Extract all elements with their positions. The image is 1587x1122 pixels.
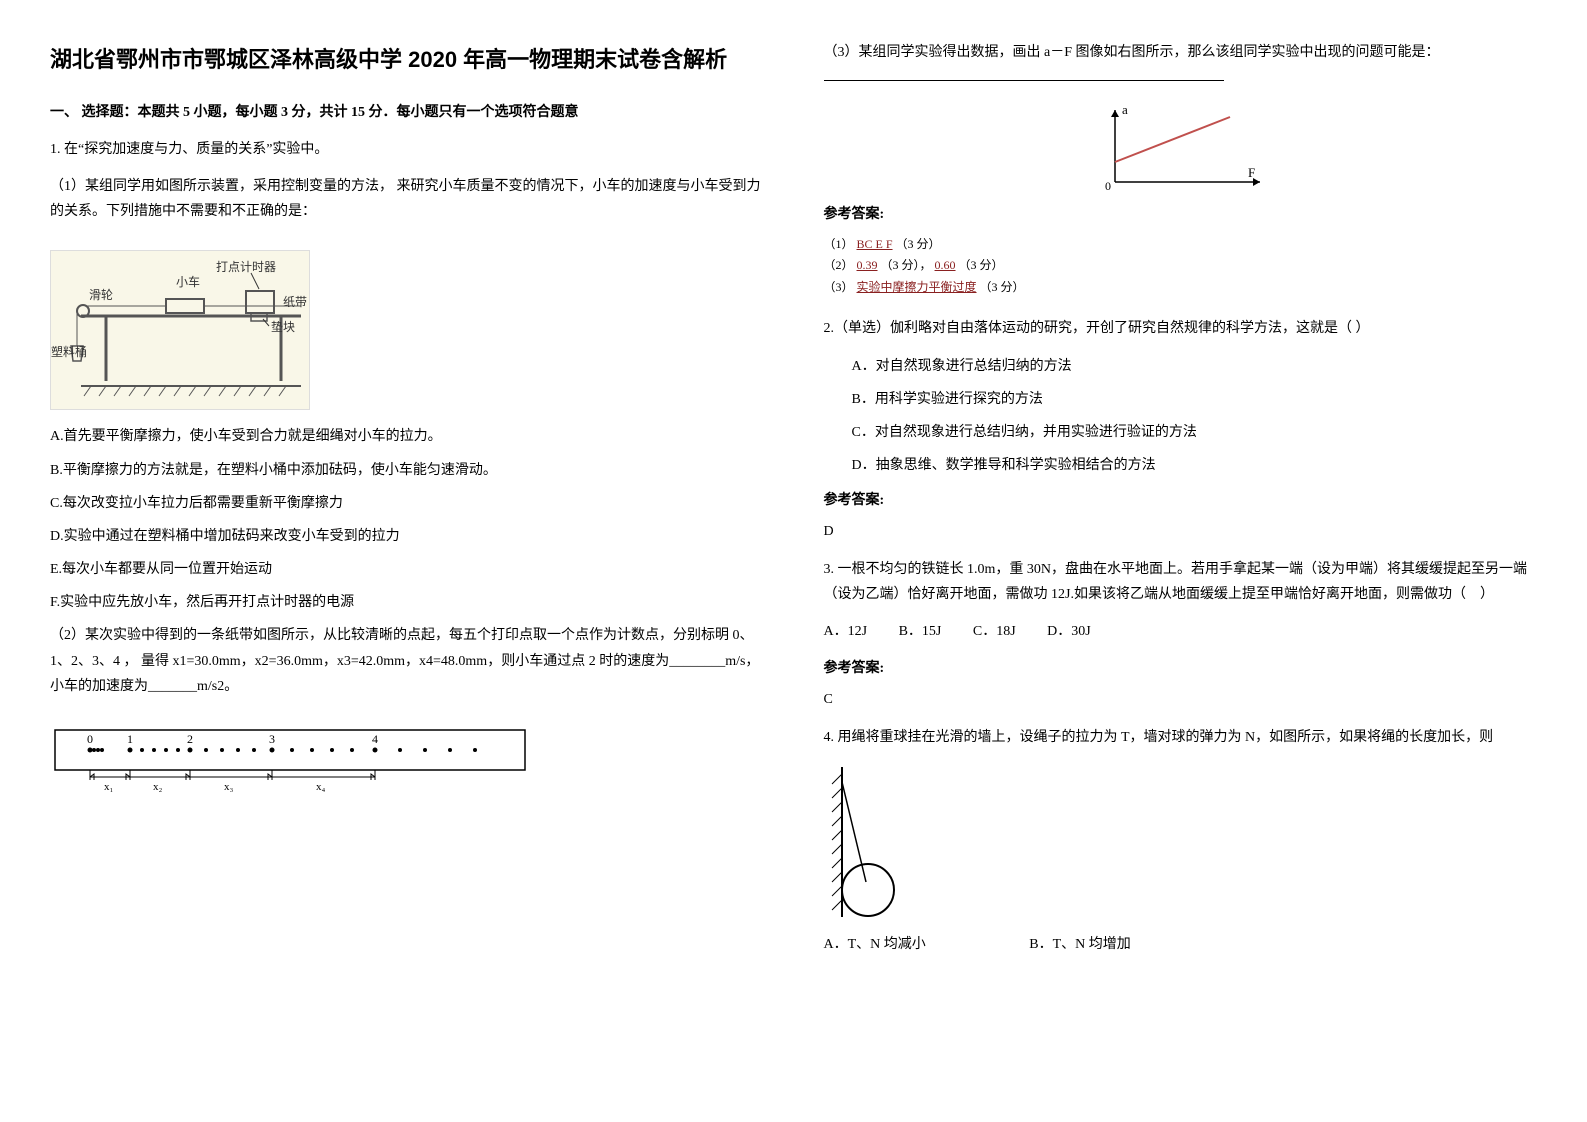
q1-optC: C.每次改变拉小车拉力后都需要重新平衡摩擦力: [50, 491, 764, 516]
q2-answer: D: [824, 519, 1538, 544]
svg-text:1: 1: [127, 732, 133, 746]
svg-text:x₃: x₃: [224, 781, 234, 793]
label-pulley: 滑轮: [89, 288, 113, 302]
svg-text:a: a: [1122, 102, 1128, 117]
q1-optA: A.首先要平衡摩擦力，使小车受到合力就是细绳对小车的拉力。: [50, 424, 764, 449]
q1-optB: B.平衡摩擦力的方法就是，在塑料小桶中添加砝码，使小车能匀速滑动。: [50, 458, 764, 483]
svg-text:2: 2: [187, 732, 193, 746]
q2-A: A．对自然现象进行总结归纳的方法: [824, 354, 1538, 379]
q1-stem: 1. 在“探究加速度与力、质量的关系”实验中。: [50, 137, 764, 162]
blank-line: [824, 67, 1224, 81]
q1-optE: E.每次小车都要从同一位置开始运动: [50, 557, 764, 582]
q1-part1: （1）某组同学用如图所示装置，采用控制变量的方法， 来研究小车质量不变的情况下，…: [50, 174, 764, 224]
svg-text:x₄: x₄: [316, 781, 326, 793]
page-title: 湖北省鄂州市市鄂城区泽林高级中学 2020 年高一物理期末试卷含解析: [50, 40, 764, 80]
af-graph: a F 0: [1090, 102, 1270, 192]
q3-options: A．12J B．15J C．18J D．30J: [824, 619, 1538, 644]
svg-text:4: 4: [372, 732, 378, 746]
label-timer: 打点计时器: [216, 260, 276, 274]
q1-answer-box: （1） BC E F （3 分） （2） 0.39 （3 分）， 0.60 （3…: [824, 234, 1538, 299]
q4-options: A．T、N 均减小 B．T、N 均增加: [824, 932, 1538, 957]
svg-text:x₁: x₁: [104, 781, 114, 793]
svg-text:0: 0: [1105, 179, 1111, 192]
q2-D: D．抽象思维、数学推导和科学实验相结合的方法: [824, 453, 1538, 478]
svg-text:3: 3: [269, 732, 275, 746]
left-column: 湖北省鄂州市市鄂城区泽林高级中学 2020 年高一物理期末试卷含解析 一、 选择…: [50, 40, 764, 969]
experiment-diagram: 小车 打点计时器 纸带 垫块 滑轮 塑料桶: [50, 250, 310, 410]
q3-answer: C: [824, 687, 1538, 712]
q2-C: C．对自然现象进行总结归纳，并用实验进行验证的方法: [824, 420, 1538, 445]
svg-text:x₂: x₂: [153, 781, 163, 793]
wall-ball-diagram: [824, 762, 924, 922]
svg-text:0: 0: [87, 732, 93, 746]
tape-diagram: 0 1 2 3 4 x₁ x₂ x₃ x₄: [50, 725, 530, 795]
q1-optD: D.实验中通过在塑料桶中增加砝码来改变小车受到的拉力: [50, 524, 764, 549]
label-bucket: 塑料桶: [51, 344, 87, 359]
label-tape: 纸带: [283, 295, 307, 309]
q2-stem: 2.（单选）伽利略对自由落体运动的研究，开创了研究自然规律的科学方法，这就是（ …: [824, 316, 1538, 341]
q1-part3-text: （3）某组同学实验得出数据，画出 a－F 图像如右图所示，那么该组同学实验中出现…: [824, 45, 1440, 60]
svg-text:F: F: [1248, 165, 1255, 180]
right-column: （3）某组同学实验得出数据，画出 a－F 图像如右图所示，那么该组同学实验中出现…: [824, 40, 1538, 969]
label-block: 垫块: [271, 319, 295, 334]
q3-stem: 3. 一根不均匀的铁链长 1.0m，重 30N，盘曲在水平地面上。若用手拿起某一…: [824, 557, 1538, 607]
answer-label: 参考答案:: [824, 202, 1538, 227]
q1-part3: （3）某组同学实验得出数据，画出 a－F 图像如右图所示，那么该组同学实验中出现…: [824, 40, 1538, 90]
q2-B: B．用科学实验进行探究的方法: [824, 387, 1538, 412]
answer-label-3: 参考答案:: [824, 656, 1538, 681]
label-car: 小车: [176, 274, 200, 289]
q4-stem: 4. 用绳将重球挂在光滑的墙上，设绳子的拉力为 T，墙对球的弹力为 N，如图所示…: [824, 725, 1538, 750]
answer-label-2: 参考答案:: [824, 488, 1538, 513]
q1-optF: F.实验中应先放小车，然后再开打点计时器的电源: [50, 590, 764, 615]
section-heading: 一、 选择题：本题共 5 小题，每小题 3 分，共计 15 分．每小题只有一个选…: [50, 100, 764, 125]
q1-part2: （2）某次实验中得到的一条纸带如图所示，从比较清晰的点起，每五个打印点取一个点作…: [50, 623, 764, 699]
